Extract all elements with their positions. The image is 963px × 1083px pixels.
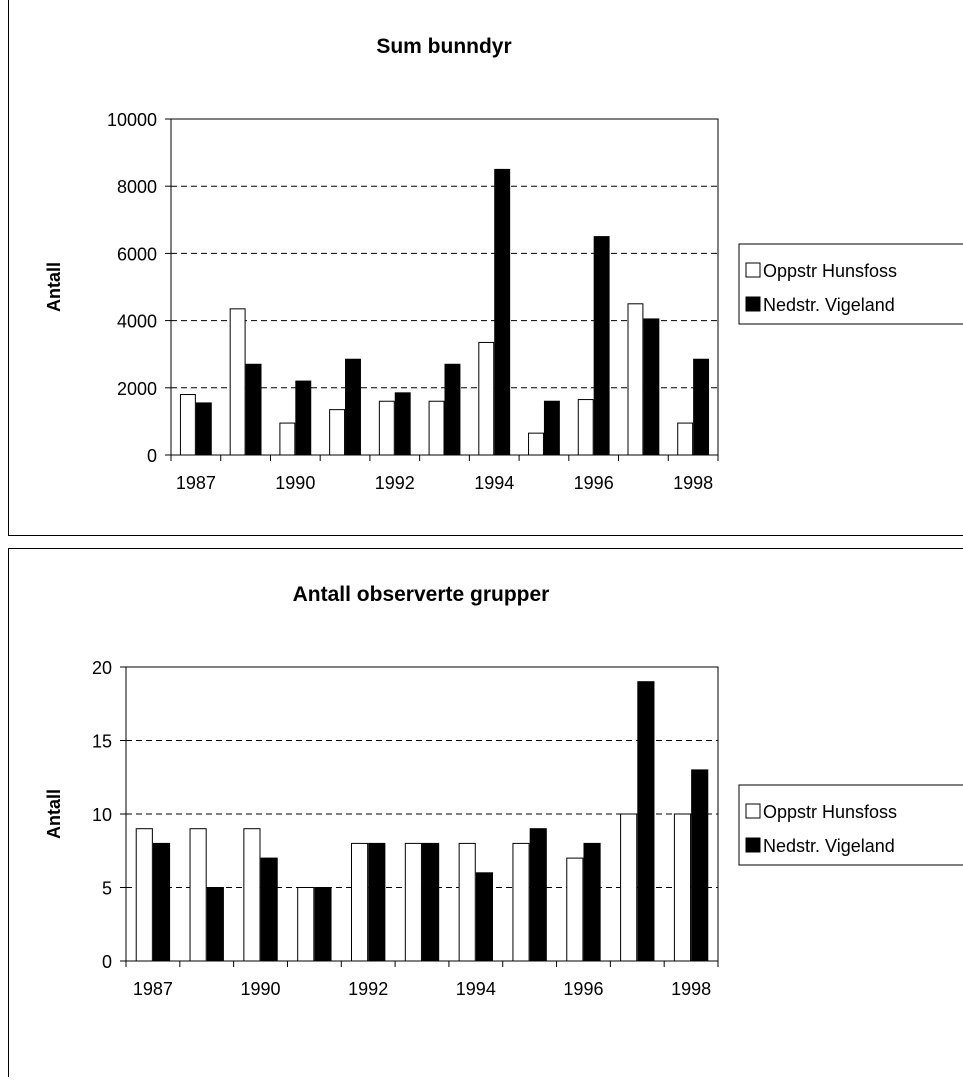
legend-swatch	[745, 296, 761, 312]
x-tick-label: 1994	[456, 979, 496, 999]
bar-oppstr-hunsfoss	[243, 828, 261, 962]
bar-nedstr-vigeland	[245, 363, 262, 456]
x-tick-label: 1996	[574, 473, 614, 493]
chart-title: Sum bunndyr	[376, 35, 511, 58]
bar-oppstr-hunsfoss	[279, 422, 296, 456]
y-tick-label: 0	[102, 952, 112, 972]
x-tick-label: 1992	[348, 979, 388, 999]
bar-oppstr-hunsfoss	[404, 842, 422, 962]
bar-oppstr-hunsfoss	[189, 828, 207, 962]
y-axis-label: Antall	[44, 262, 64, 312]
bar-oppstr-hunsfoss	[350, 842, 369, 962]
chart-title: Antall observerte grupper	[293, 583, 550, 606]
bar-oppstr-hunsfoss	[577, 399, 594, 456]
x-tick-label: 1987	[133, 979, 173, 999]
bar-nedstr-vigeland	[444, 363, 461, 456]
y-tick-label: 8000	[117, 177, 157, 197]
bar-oppstr-hunsfoss	[428, 400, 445, 456]
y-tick-label: 0	[147, 446, 157, 466]
x-tick-label: 1996	[563, 979, 603, 999]
x-tick-label: 1990	[241, 979, 281, 999]
y-tick-label: 6000	[117, 244, 157, 264]
y-tick-label: 2000	[117, 379, 157, 399]
bar-nedstr-vigeland	[345, 358, 361, 456]
bar-oppstr-hunsfoss	[478, 341, 495, 456]
legend-swatch	[745, 837, 761, 853]
chart-panel-sum-bunndyr: Sum bunndyr Antall 0 2000 4000 6000 8000 10000 1…	[8, 0, 963, 536]
bar-nedstr-vigeland	[529, 828, 547, 962]
y-tick-label: 15	[92, 732, 112, 752]
x-tick-label: 1994	[474, 473, 514, 493]
bar-oppstr-hunsfoss	[229, 308, 246, 456]
bar-nedstr-vigeland	[494, 168, 511, 456]
bar-nedstr-vigeland	[295, 380, 312, 456]
y-axis-label: Antall	[44, 789, 64, 839]
bar-oppstr-hunsfoss	[329, 409, 346, 456]
x-tick-label: 1992	[375, 473, 415, 493]
bar-oppstr-hunsfoss	[297, 887, 315, 962]
x-tick-label: 1998	[671, 979, 711, 999]
bar-oppstr-hunsfoss	[677, 422, 694, 456]
bar-nedstr-vigeland	[368, 842, 386, 962]
bar-nedstr-vigeland	[543, 400, 560, 456]
bar-oppstr-hunsfoss	[528, 432, 544, 456]
bar-oppstr-hunsfoss	[620, 813, 638, 962]
bar-nedstr-vigeland	[422, 842, 440, 962]
legend-swatch	[745, 262, 761, 278]
bar-nedstr-vigeland	[583, 842, 601, 962]
legend-label: Nedstr. Vigeland	[763, 295, 895, 315]
bar-nedstr-vigeland	[475, 872, 494, 962]
legend-label: Oppstr Hunsfoss	[763, 261, 897, 281]
bar-nedstr-vigeland	[206, 887, 224, 962]
legend-swatch	[745, 803, 761, 819]
bar-oppstr-hunsfoss	[512, 842, 530, 962]
legend-label: Nedstr. Vigeland	[763, 836, 895, 856]
bar-oppstr-hunsfoss	[673, 813, 692, 962]
legend-label: Oppstr Hunsfoss	[763, 802, 897, 822]
bar-nedstr-vigeland	[314, 887, 332, 962]
bar-nedstr-vigeland	[260, 857, 278, 962]
x-tick-label: 1990	[275, 473, 315, 493]
bar-oppstr-hunsfoss	[627, 303, 644, 456]
chart-panel-antall-grupper: Antall observerte grupper Antall 0 5 10 15 20 1…	[8, 548, 963, 1077]
bar-nedstr-vigeland	[593, 236, 610, 456]
bar-oppstr-hunsfoss	[566, 857, 584, 962]
legend-box	[738, 243, 963, 325]
bar-chart-antall-grupper: Antall observerte grupper Antall 0 5 10 15 20 1…	[44, 583, 963, 999]
x-tick-label: 1998	[673, 473, 713, 493]
bar-nedstr-vigeland	[195, 402, 212, 456]
y-tick-label: 10	[92, 805, 112, 825]
y-tick-label: 5	[102, 879, 112, 899]
bar-nedstr-vigeland	[394, 392, 411, 456]
bar-nedstr-vigeland	[637, 681, 655, 962]
legend-box	[738, 784, 963, 866]
bar-chart-sum-bunndyr: Sum bunndyr Antall 0 2000 4000 6000 8000 10000 1…	[44, 35, 963, 493]
bar-nedstr-vigeland	[693, 358, 710, 456]
bar-oppstr-hunsfoss	[378, 400, 395, 456]
y-tick-label: 20	[92, 658, 112, 678]
bar-oppstr-hunsfoss	[135, 828, 153, 962]
x-tick-label: 1987	[176, 473, 216, 493]
y-tick-label: 10000	[107, 110, 157, 130]
bar-nedstr-vigeland	[691, 769, 709, 962]
bar-nedstr-vigeland	[643, 318, 660, 456]
bar-oppstr-hunsfoss	[179, 394, 196, 456]
y-tick-label: 4000	[117, 312, 157, 332]
bar-nedstr-vigeland	[152, 842, 171, 962]
bar-oppstr-hunsfoss	[458, 842, 476, 962]
